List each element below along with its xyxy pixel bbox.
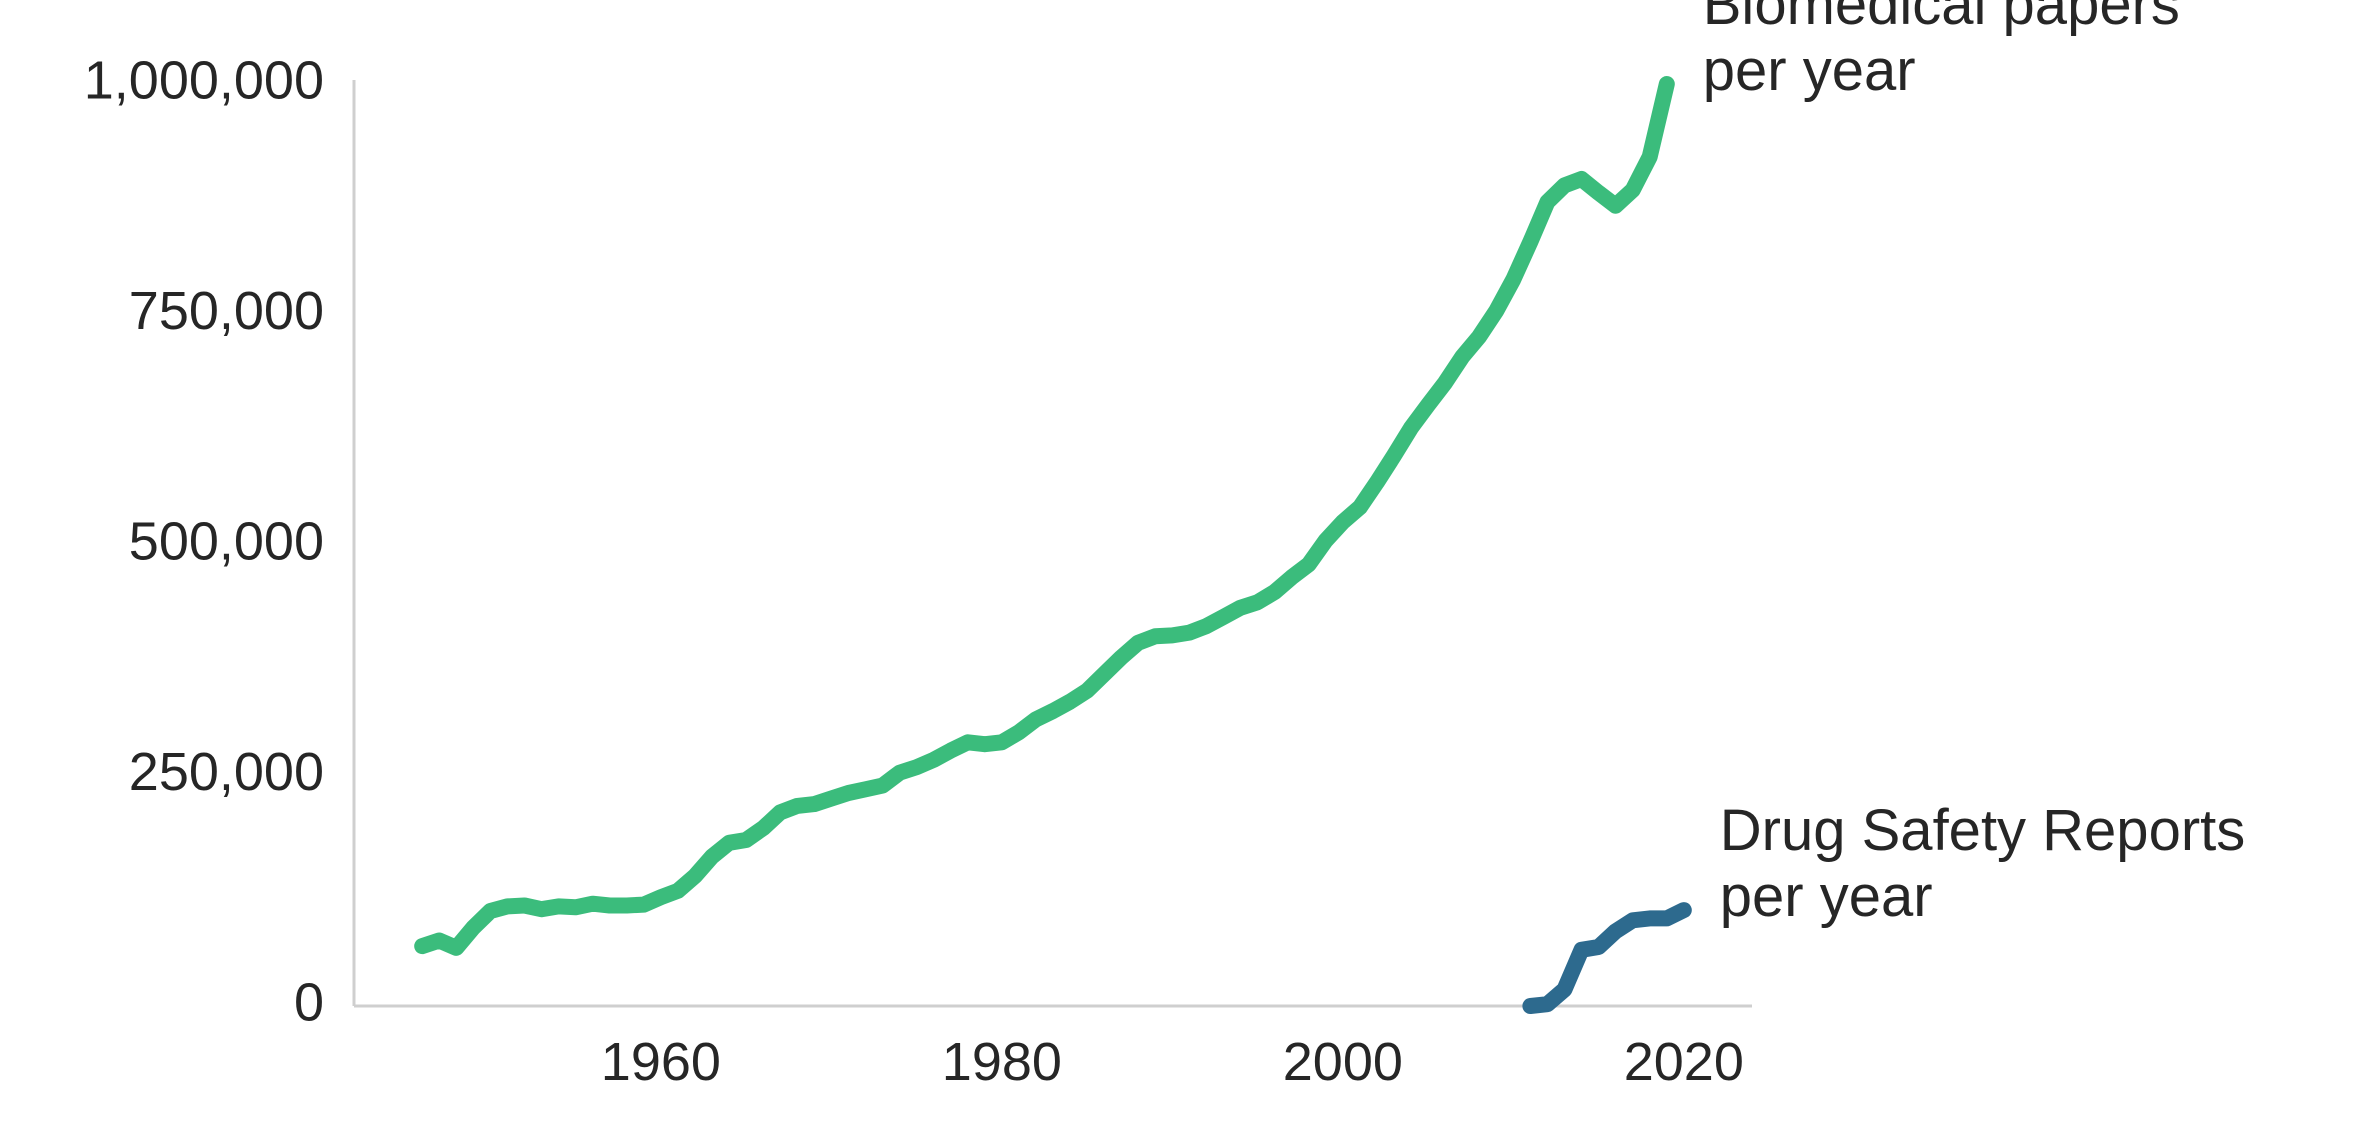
series-line-biomedical-papers-per-year: [414, 76, 1675, 956]
series-label-drug-safety-reports-per-year: Drug Safety Reports per year: [1720, 798, 2245, 929]
x-tick-label: 1980: [942, 1032, 1062, 1092]
x-axis-ticks: 1960 1980 2000 2020: [601, 1032, 1744, 1092]
y-tick-label: 1,000,000: [84, 50, 324, 110]
series-line-drug-safety-reports-per-year: [1522, 902, 1692, 1014]
y-tick-label: 750,000: [129, 281, 324, 341]
series-label-line: per year: [1720, 864, 1933, 929]
series-label-line: Biomedical papers: [1703, 0, 2180, 37]
y-tick-label: 250,000: [129, 742, 324, 802]
series-label-line: Drug Safety Reports: [1720, 798, 2245, 863]
x-tick-label: 2000: [1283, 1032, 1403, 1092]
y-tick-label: 0: [294, 972, 324, 1032]
x-tick-label: 2020: [1624, 1032, 1744, 1092]
x-tick-label: 1960: [601, 1032, 721, 1092]
series-label-line: per year: [1703, 38, 1916, 103]
series-label-biomedical-papers-per-year: Biomedical papers per year: [1703, 0, 2180, 103]
y-tick-label: 500,000: [129, 511, 324, 571]
y-axis-ticks: 0 250,000 500,000 750,000 1,000,000: [84, 50, 324, 1032]
series-lines: [414, 76, 1692, 1014]
